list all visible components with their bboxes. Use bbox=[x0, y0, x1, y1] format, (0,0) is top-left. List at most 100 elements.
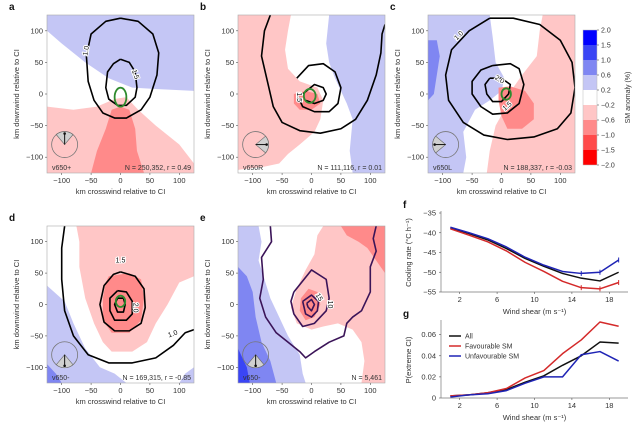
x-axis-label: km crosswind relative to CI bbox=[76, 397, 166, 406]
colorbar-segment bbox=[583, 150, 597, 165]
colorbar-tick-label: 0.6 bbox=[601, 73, 611, 80]
wind-direction-inset bbox=[432, 131, 460, 158]
ci-location-ring bbox=[114, 294, 127, 308]
y-tick-label: −50 bbox=[423, 268, 436, 277]
colorbar-frame bbox=[582, 29, 598, 166]
colorbar-tick-label: 1.0 bbox=[601, 58, 611, 65]
x-tick-label: 14 bbox=[568, 401, 576, 410]
contour-label: 1.5 bbox=[116, 257, 126, 264]
y-tick-label: −100 bbox=[407, 153, 424, 162]
y-tick-label: 50 bbox=[226, 58, 234, 67]
panel-label: f bbox=[403, 200, 407, 211]
x-axis-label: km crosswind relative to CI bbox=[76, 187, 166, 196]
panel-f: f 2 6 10 14 18 −35 −40 −45 −50 −55 Wind shear (m s⁻… bbox=[403, 200, 628, 316]
contour-label: 2.0 bbox=[131, 303, 138, 313]
cooling-contour bbox=[296, 62, 342, 113]
plot-area bbox=[428, 15, 575, 173]
cooling-contour bbox=[85, 17, 160, 119]
wind-arrow-head-icon bbox=[433, 143, 436, 146]
x-axis-label: km crosswind relative to CI bbox=[457, 187, 547, 196]
x-tick-label: 50 bbox=[337, 386, 345, 395]
x-tick-label: −50 bbox=[85, 386, 98, 395]
x-tick-label: −50 bbox=[85, 176, 98, 185]
sm-anomaly-field bbox=[428, 40, 440, 101]
x-tick-label: 0 bbox=[499, 176, 503, 185]
y-tick-label: −100 bbox=[217, 153, 234, 162]
y-tick-label: 50 bbox=[226, 269, 234, 278]
sample-annotation: N = 188,337, r = -0.03 bbox=[504, 165, 573, 172]
x-tick-label: 6 bbox=[495, 295, 499, 304]
series-line-unfavourable-sm bbox=[450, 350, 619, 398]
panel-g: g 2 6 10 14 18 0 0.02 0.04 0.06 Wind shear (m s⁻¹)… bbox=[403, 309, 628, 422]
y-axis-label: km downwind relative to CI bbox=[203, 260, 212, 350]
y-axis-label: Cooling rate (°C h⁻¹) bbox=[404, 218, 413, 287]
x-tick-label: 100 bbox=[173, 386, 186, 395]
sm-anomaly-field bbox=[47, 364, 62, 383]
wind-direction-inset bbox=[51, 131, 79, 158]
x-axis-label: km crosswind relative to CI bbox=[267, 187, 357, 196]
cooling-contour bbox=[258, 226, 377, 359]
colorbar-tick-label: 0.2 bbox=[601, 88, 611, 95]
y-tick-label: 100 bbox=[30, 237, 43, 246]
x-axis-label: Wind shear (m s⁻¹) bbox=[503, 413, 567, 422]
plot-area bbox=[238, 226, 385, 383]
x-tick-label: −100 bbox=[53, 176, 70, 185]
panel-a: a 1.0 1.5 v650+ N = 250,352, r = 0.49 −100 −50… bbox=[9, 2, 195, 196]
contour-label: 1.0 bbox=[82, 45, 91, 56]
x-tick-label: 50 bbox=[337, 176, 345, 185]
wind-direction-inset bbox=[242, 131, 270, 158]
colorbar-tick-label: −0.6 bbox=[601, 118, 615, 125]
colorbar-segment bbox=[583, 135, 597, 150]
y-tick-label: −50 bbox=[221, 121, 234, 130]
x-tick-label: 100 bbox=[364, 176, 377, 185]
x-tick-label: −100 bbox=[244, 176, 261, 185]
x-tick-label: −100 bbox=[244, 386, 261, 395]
contour-label: 10 bbox=[326, 301, 333, 309]
legend-entry: All bbox=[465, 334, 473, 341]
ci-location-ring bbox=[113, 86, 128, 108]
cooling-contour bbox=[471, 62, 525, 116]
y-tick-label: 50 bbox=[35, 58, 43, 67]
inset-label: v650L bbox=[433, 165, 452, 172]
panel-d: d 1.5 2.0 1.0 v650- N = 169,315, r = -0.85 −10… bbox=[9, 213, 195, 406]
colorbar-tick-label: 1.5 bbox=[601, 43, 611, 50]
y-tick-label: −35 bbox=[423, 209, 436, 218]
x-tick-label: 100 bbox=[364, 386, 377, 395]
sm-anomaly-field bbox=[428, 15, 505, 173]
colorbar-label: SM anomaly (%) bbox=[625, 72, 632, 124]
y-tick-label: −100 bbox=[217, 363, 234, 372]
panel-b: b 1.5 v650R N = 111,116, r = 0.01 −100 −50 0 50… bbox=[200, 2, 386, 196]
ci-location-ring bbox=[302, 88, 317, 104]
wind-arrow-head-icon bbox=[254, 364, 257, 368]
inset-label: v650- bbox=[243, 375, 261, 382]
cooling-contour bbox=[306, 298, 316, 312]
cooling-contour bbox=[99, 271, 146, 332]
y-tick-label: −45 bbox=[423, 248, 436, 257]
legend-entry: Favourable SM bbox=[465, 344, 513, 351]
colorbar-segment bbox=[583, 120, 597, 135]
y-axis-label: km downwind relative to CI bbox=[12, 260, 21, 350]
series-line-favourable-sm bbox=[450, 228, 619, 290]
cooling-contour bbox=[302, 83, 328, 105]
colorbar: 2.0 1.5 1.0 0.6 0.2 −0.2 −0.6 −1.0 −1.5 −2.0 SM an… bbox=[582, 28, 632, 170]
x-tick-label: 14 bbox=[568, 295, 576, 304]
x-tick-label: 2 bbox=[458, 401, 462, 410]
colorbar-tick-label: −1.0 bbox=[601, 133, 615, 140]
sample-annotation: N = 111,116, r = 0.01 bbox=[317, 165, 382, 172]
inset-label: v650- bbox=[52, 375, 70, 382]
series-line-unfavourable-sm bbox=[450, 226, 620, 275]
sm-anomaly-field bbox=[179, 367, 194, 383]
x-tick-label: 0 bbox=[309, 176, 313, 185]
y-tick-label: 0.02 bbox=[421, 372, 436, 381]
x-tick-label: 50 bbox=[146, 176, 154, 185]
colorbar-segment bbox=[583, 45, 597, 60]
cooling-contour bbox=[301, 294, 320, 318]
sm-anomaly-field bbox=[326, 15, 385, 173]
wind-arrow-head-icon bbox=[265, 143, 268, 146]
y-tick-label: −100 bbox=[26, 363, 43, 372]
sample-annotation: N = 169,315, r = -0.85 bbox=[123, 375, 192, 382]
colorbar-tick-label: −2.0 bbox=[601, 163, 615, 170]
